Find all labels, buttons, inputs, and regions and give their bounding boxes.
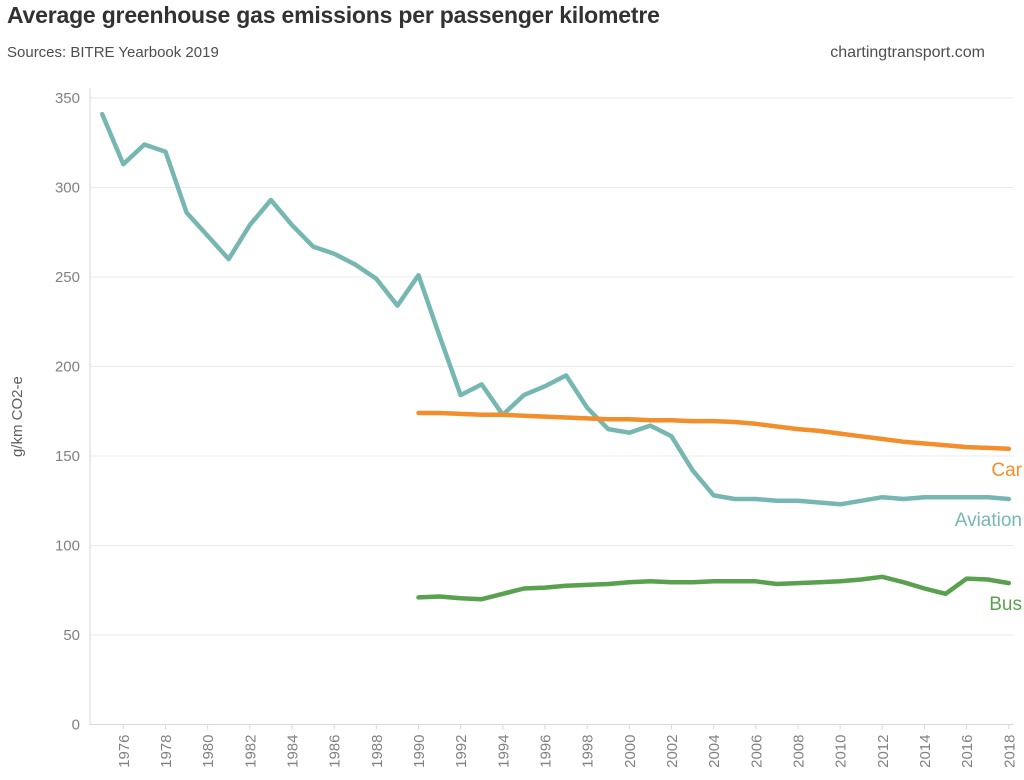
y-tick-label: 100 xyxy=(55,538,80,555)
x-tick-label: 1994 xyxy=(495,735,512,768)
x-tick-label: 2016 xyxy=(959,735,976,768)
aviation-label: Aviation xyxy=(955,510,1022,531)
x-tick-label: 2014 xyxy=(917,735,934,768)
aviation-line[interactable] xyxy=(99,111,1012,507)
x-tick-label: 1990 xyxy=(411,735,428,768)
y-tick-label: 200 xyxy=(55,359,80,376)
x-tick-label: 2008 xyxy=(790,735,807,768)
y-tick-label: 250 xyxy=(55,269,80,286)
y-tick-label: 50 xyxy=(63,627,80,644)
y-tick-label: 0 xyxy=(72,717,80,734)
car-label: Car xyxy=(991,460,1022,481)
x-tick-label: 1978 xyxy=(158,735,175,768)
x-tick-label: 1982 xyxy=(242,735,259,768)
bus-line[interactable] xyxy=(416,574,1012,602)
car-line[interactable] xyxy=(416,410,1012,452)
x-tick-label: 2002 xyxy=(664,735,681,768)
x-tick-label: 2000 xyxy=(622,735,639,768)
subtitle-row: Sources: BITRE Yearbook 2019 chartingtra… xyxy=(7,44,985,62)
bus-label: Bus xyxy=(989,594,1022,615)
page-title: Average greenhouse gas emissions per pas… xyxy=(7,2,660,28)
y-axis-title: g/km CO2-e xyxy=(9,376,26,457)
x-tick-label: 2018 xyxy=(1001,735,1018,768)
x-tick-label: 2004 xyxy=(706,735,723,768)
x-tick-label: 1986 xyxy=(327,735,344,768)
x-tick-label: 1976 xyxy=(116,735,133,768)
site-credit: chartingtransport.com xyxy=(830,44,985,61)
x-tick-label: 1996 xyxy=(537,735,554,768)
y-tick-label: 300 xyxy=(55,180,80,197)
x-tick-label: 1984 xyxy=(284,735,301,768)
source-note: Sources: BITRE Yearbook 2019 xyxy=(7,44,219,61)
x-tick-label: 1980 xyxy=(200,735,217,768)
y-tick-label: 150 xyxy=(55,448,80,465)
x-tick-label: 2012 xyxy=(875,735,892,768)
x-tick-label: 2006 xyxy=(748,735,765,768)
x-tick-label: 2010 xyxy=(833,735,850,768)
x-tick-label: 1998 xyxy=(580,735,597,768)
x-tick-label: 1988 xyxy=(369,735,386,768)
x-tick-label: 1992 xyxy=(453,735,470,768)
y-tick-label: 350 xyxy=(55,90,80,107)
